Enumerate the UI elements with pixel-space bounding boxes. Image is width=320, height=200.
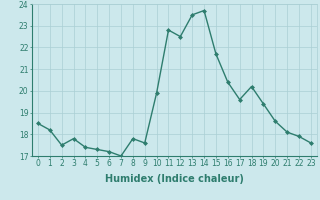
X-axis label: Humidex (Indice chaleur): Humidex (Indice chaleur) bbox=[105, 174, 244, 184]
